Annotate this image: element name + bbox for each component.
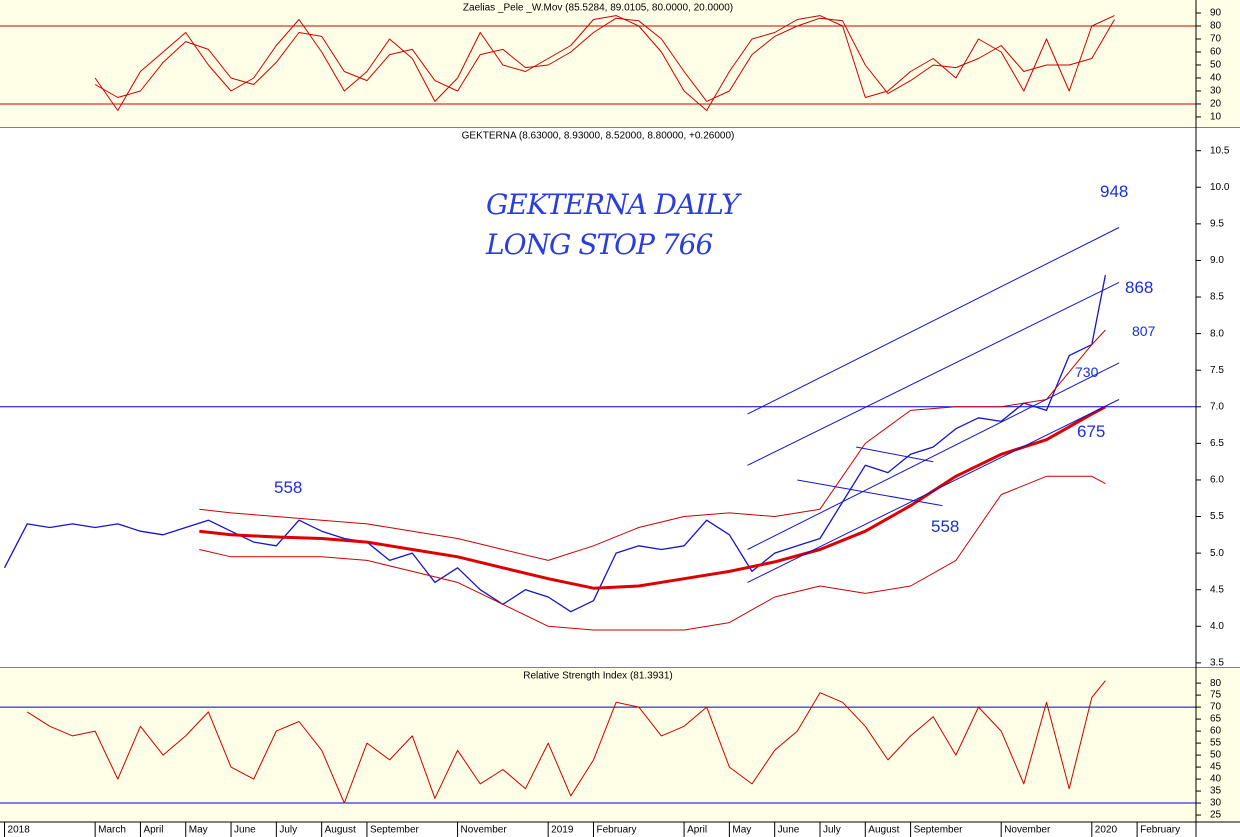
x-tick-label: September (370, 825, 420, 836)
x-tick-label: June (778, 825, 800, 836)
y-tick-label: 75 (1210, 690, 1222, 701)
y-tick-label: 10 (1210, 112, 1222, 123)
x-tick-label: May (189, 825, 208, 836)
x-axis-strip (0, 822, 1240, 837)
y-tick-label: 3.5 (1210, 658, 1224, 669)
series-line (94, 17, 1115, 102)
y-tick-label: 5.5 (1210, 511, 1224, 522)
x-tick-label: September (914, 825, 964, 836)
x-tick-label: November (461, 825, 508, 836)
y-tick-label: 20 (1210, 99, 1222, 110)
x-tick-label: March (98, 825, 126, 836)
annotation: 558 (931, 517, 960, 536)
annotation: 558 (274, 478, 303, 497)
panel-background (0, 668, 1240, 822)
y-tick-label: 50 (1210, 60, 1222, 71)
chart-note: GEKTERNA DAILY (486, 188, 740, 221)
y-tick-label: 40 (1210, 73, 1222, 84)
panel-background (0, 0, 1240, 128)
y-tick-label: 30 (1210, 86, 1222, 97)
series-line (199, 329, 1106, 561)
chart-note: LONG STOP 766 (486, 228, 713, 261)
x-tick-label: February (596, 825, 636, 836)
series-line (747, 362, 1120, 550)
x-tick-label: 2018 (8, 825, 31, 836)
series-line (199, 475, 1106, 631)
y-tick-label: 25 (1210, 810, 1222, 821)
x-tick-label: June (234, 825, 256, 836)
x-tick-label: February (1140, 825, 1180, 836)
y-tick-label: 7.5 (1210, 365, 1224, 376)
series-line (26, 680, 1106, 804)
y-tick-label: 70 (1210, 34, 1222, 45)
x-tick-label: May (732, 825, 751, 836)
annotation: 948 (1100, 182, 1129, 201)
panel-title: GEKTERNA (8.63000, 8.93000, 8.52000, 8.8… (462, 131, 735, 142)
x-tick-label: April (143, 825, 163, 836)
y-tick-label: 80 (1210, 21, 1222, 32)
annotation: 730 (1075, 364, 1099, 380)
y-tick-label: 5.0 (1210, 548, 1224, 559)
series-line (747, 227, 1120, 415)
x-tick-label: August (325, 825, 356, 836)
y-tick-label: 8.5 (1210, 292, 1224, 303)
y-tick-label: 10.0 (1210, 182, 1230, 193)
y-tick-label: 90 (1210, 8, 1222, 19)
series-line (94, 15, 1115, 111)
y-tick-label: 4.5 (1210, 584, 1224, 595)
annotation: 675 (1077, 422, 1106, 441)
y-tick-label: 45 (1210, 762, 1222, 773)
x-tick-label: November (1004, 825, 1051, 836)
y-tick-label: 70 (1210, 702, 1222, 713)
y-tick-label: 80 (1210, 678, 1222, 689)
y-tick-label: 9.5 (1210, 218, 1224, 229)
y-tick-label: 50 (1210, 750, 1222, 761)
y-tick-label: 10.5 (1210, 145, 1230, 156)
x-tick-label: July (823, 825, 841, 836)
y-tick-label: 60 (1210, 726, 1222, 737)
x-tick-label: 2019 (551, 825, 574, 836)
panel-title: Relative Strength Index (81.3931) (523, 671, 673, 682)
series-line (747, 399, 1120, 583)
y-tick-label: 6.0 (1210, 475, 1224, 486)
y-tick-label: 7.0 (1210, 401, 1224, 412)
x-tick-label: August (868, 825, 899, 836)
y-tick-label: 65 (1210, 714, 1222, 725)
x-tick-label: 2020 (1095, 825, 1118, 836)
panel-title: Zaelias _Pele _W.Mov (85.5284, 89.0105, … (463, 3, 733, 14)
annotation: 807 (1132, 323, 1156, 339)
series-line (797, 479, 943, 507)
panel-background (0, 128, 1240, 668)
y-tick-label: 8.0 (1210, 328, 1224, 339)
x-tick-label: April (687, 825, 707, 836)
y-tick-label: 40 (1210, 774, 1222, 785)
y-tick-label: 6.5 (1210, 438, 1224, 449)
x-tick-label: July (279, 825, 297, 836)
y-tick-label: 30 (1210, 798, 1222, 809)
series-line (199, 405, 1107, 590)
series-line (856, 446, 934, 463)
y-tick-label: 35 (1210, 786, 1222, 797)
series-line (3, 274, 1107, 613)
y-tick-label: 4.0 (1210, 621, 1224, 632)
y-tick-label: 9.0 (1210, 255, 1224, 266)
y-tick-label: 60 (1210, 47, 1222, 58)
y-tick-label: 55 (1210, 738, 1222, 749)
annotation: 868 (1125, 278, 1154, 297)
series-line (747, 281, 1120, 466)
